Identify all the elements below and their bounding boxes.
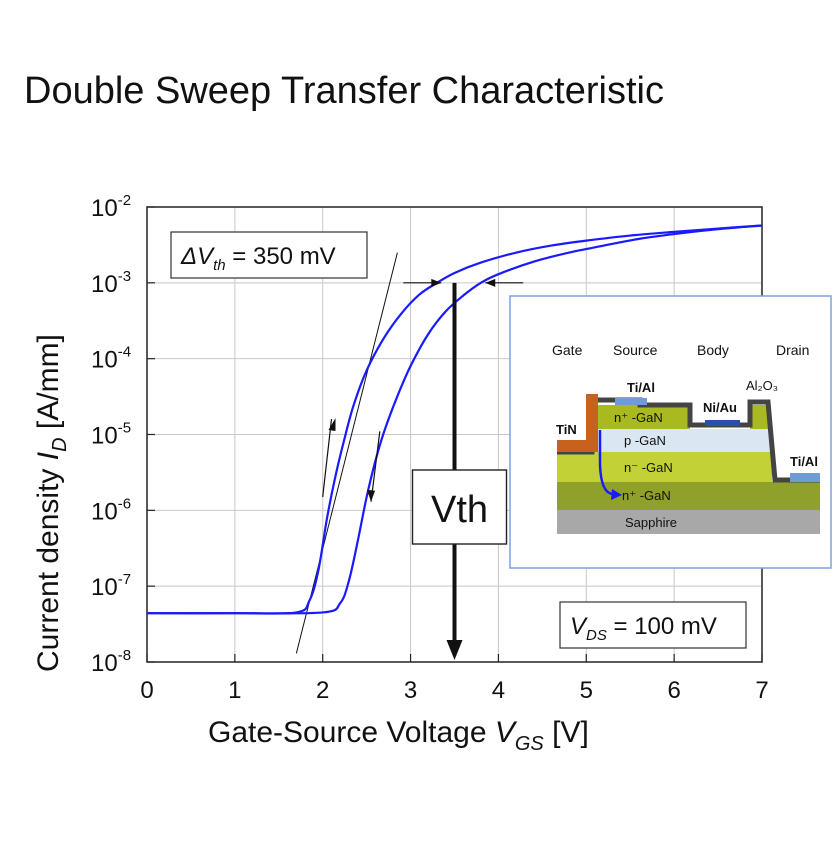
x-tick-label: 0 [140,677,153,704]
vth-arrowhead [446,640,463,660]
inset-label-body: Body [697,342,729,358]
sweep-up-arrow [322,418,333,498]
y-tick-label: 10-7 [91,571,131,601]
al2o3-label: Al₂O₃ [746,378,778,393]
tial-top-label: Ti/Al [627,380,655,395]
x-tick-label: 3 [404,677,417,704]
niau-body-metal [705,420,740,426]
x-tick-label: 4 [492,677,505,704]
layer-label-n-minus-gan: n⁻ -GaN [624,460,673,475]
layer-al2o3-side [750,405,768,429]
sweep-down-arrow [370,431,381,502]
vds-label: VDS = 100 mV [570,613,717,644]
x-axis-ticks: 0 1 2 3 4 5 6 7 [140,654,769,704]
tin-gate-metal [586,394,598,452]
delta-vth-label: ΔVth = 350 mV [180,243,336,274]
y-tick-label: 10-4 [91,344,131,374]
curve-sweep-down [146,224,763,615]
tial-right-label: Ti/Al [790,454,818,469]
x-tick-label: 2 [316,677,329,704]
sweep-arrows [322,418,381,502]
x-tick-label: 6 [667,677,680,704]
layer-sapphire [557,510,820,534]
current-path-arrowhead [611,489,622,500]
sweep-down-arrowhead [367,489,376,502]
layer-n-minus-gan [557,452,772,482]
delta-vth-box: ΔVth = 350 mV [170,231,368,279]
hysteresis-right-arrowhead [485,278,496,287]
vth-label: Vth [431,489,488,531]
tin-label: TiN [556,422,577,437]
layer-n-plus-gan-bottom [557,482,820,510]
tangent-line-group [295,252,398,654]
inset-label-source: Source [613,342,658,358]
tin-gate-foot [557,440,592,452]
curves [146,224,763,615]
current-path-arrow [598,430,613,496]
y-tick-label: 10-8 [91,647,131,677]
layer-label-sapphire: Sapphire [625,515,677,530]
layer-label-p-gan: p -GaN [624,433,666,448]
x-tick-label: 1 [228,677,241,704]
y-axis-label: Current density ID [A/mm] [32,334,71,672]
niau-label: Ni/Au [703,400,737,415]
x-tick-label: 7 [755,677,768,704]
y-axis-ticks: 10-2 10-3 10-4 10-5 10-6 10-7 10-8 [91,192,155,677]
hysteresis-left-arrowhead [431,278,442,287]
vds-box: VDS = 100 mV [559,601,747,649]
y-tick-label: 10-2 [91,192,131,222]
layer-label-n-plus-gan-bottom: n⁺ -GaN [622,488,671,503]
tangent-line [295,252,398,654]
layer-p-gan [595,429,772,452]
vth-annotation: Vth [403,278,524,660]
y-tick-label: 10-5 [91,420,131,450]
vth-label-box [411,469,508,545]
tial-drain-metal [790,473,820,482]
sweep-up-arrowhead [328,418,336,432]
curve-sweep-up [146,224,763,615]
layer-label-n-plus-gan-top: n⁺ -GaN [614,410,663,425]
x-axis-label: Gate-Source Voltage VGS [V] [208,716,589,755]
inset-label-drain: Drain [776,342,809,358]
layer-n-plus-gan-top [598,405,690,429]
page-title: Double Sweep Transfer Characteristic [24,70,664,112]
tial-source-metal [615,398,647,405]
y-tick-label: 10-3 [91,268,131,298]
y-tick-label: 10-6 [91,495,131,525]
device-cross-section-inset: Gate Source Body Drain Sapphire n⁺ -GaN … [509,295,832,569]
inset-label-gate: Gate [552,342,583,358]
x-tick-label: 5 [580,677,593,704]
